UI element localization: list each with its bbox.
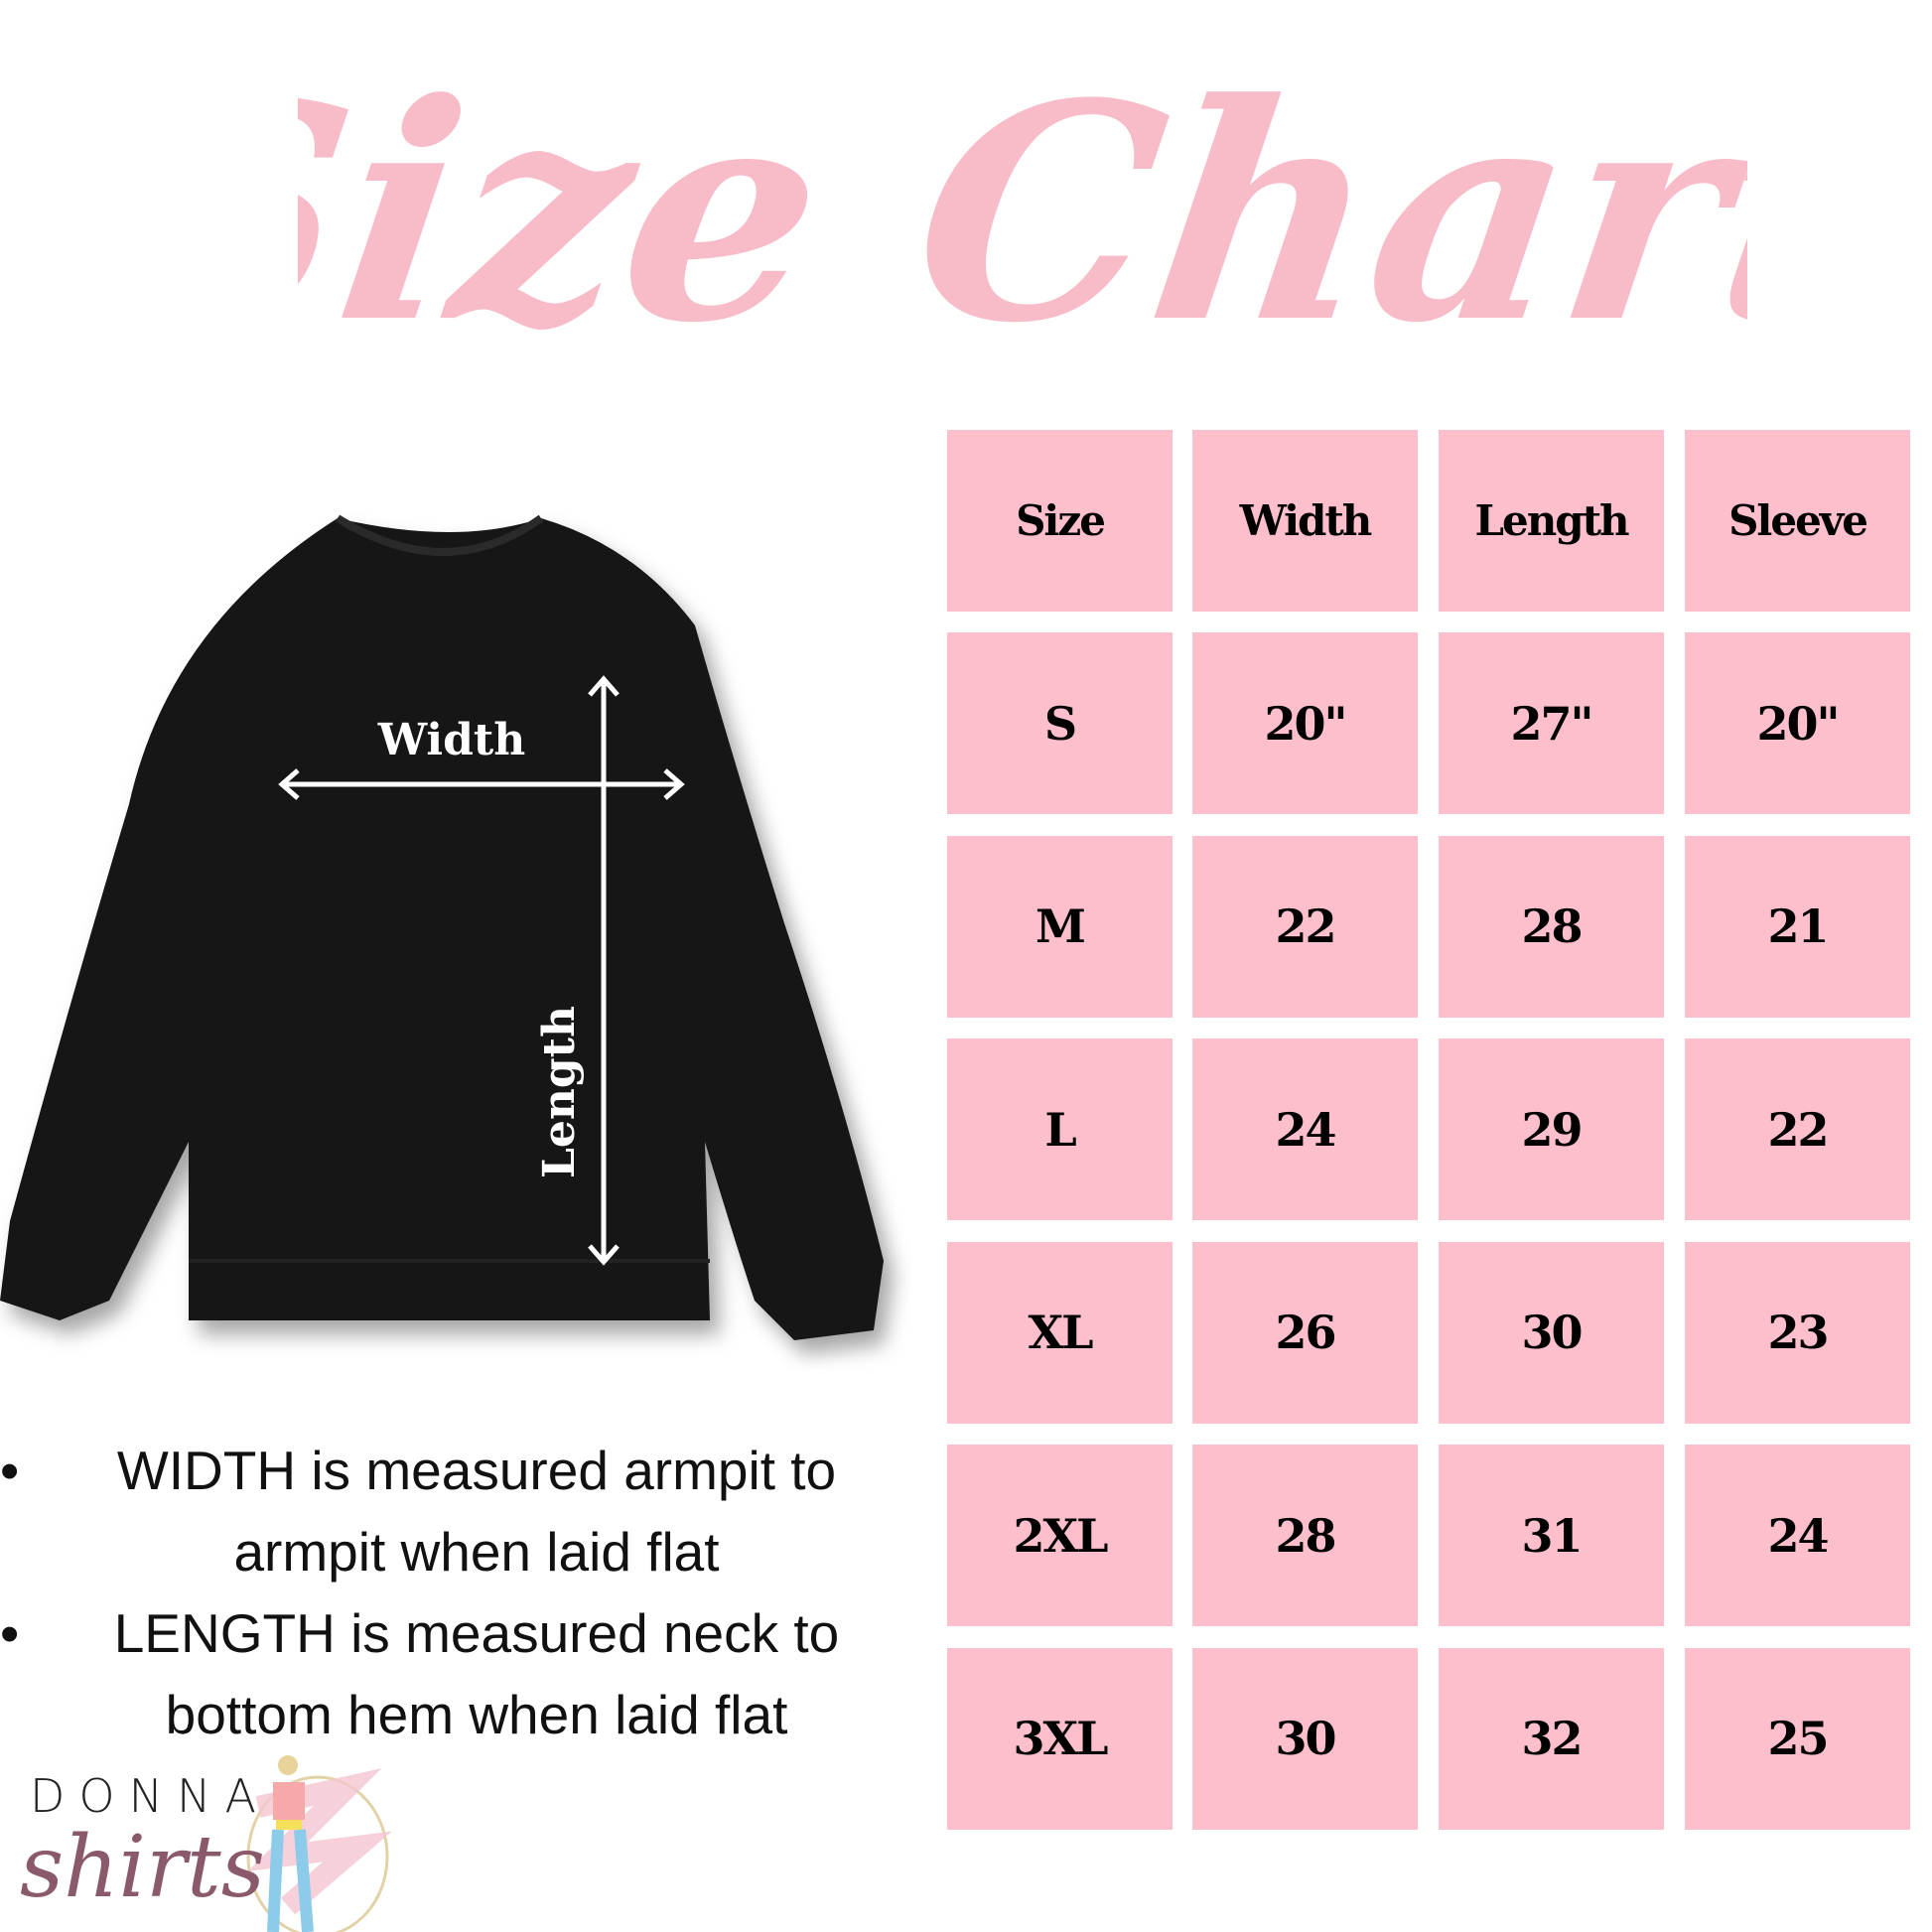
- header-width: Width: [1192, 430, 1418, 612]
- donna-shirts-logo: DONNA shirts: [20, 1755, 392, 1932]
- cell-width: 30: [1192, 1647, 1418, 1830]
- cell-width: 24: [1192, 1038, 1418, 1220]
- cell-width: 26: [1192, 1241, 1418, 1424]
- cell-width: 20": [1192, 632, 1418, 814]
- cell-width: 22: [1192, 835, 1418, 1018]
- cell-length: 29: [1439, 1038, 1664, 1220]
- cell-sleeve: 22: [1685, 1038, 1910, 1220]
- cell-size: L: [947, 1038, 1173, 1220]
- logo-line1: DONNA: [30, 1769, 270, 1823]
- note-width: WIDTH is measured armpit to armpit when …: [0, 1430, 894, 1592]
- cell-size: 3XL: [947, 1647, 1173, 1830]
- note-length: LENGTH is measured neck to bottom hem wh…: [0, 1592, 894, 1755]
- sweatshirt-body: [0, 518, 884, 1340]
- title-text: Size Chart: [298, 39, 1747, 388]
- header-sleeve: Sleeve: [1685, 430, 1910, 612]
- cell-length: 31: [1439, 1445, 1664, 1626]
- cell-sleeve: 23: [1685, 1241, 1910, 1424]
- length-label: Length: [534, 1006, 585, 1178]
- cell-size: 2XL: [947, 1445, 1173, 1626]
- measurement-notes: WIDTH is measured armpit to armpit when …: [0, 1430, 894, 1755]
- cell-length: 28: [1439, 835, 1664, 1018]
- cell-sleeve: 20": [1685, 632, 1910, 814]
- page-title: Size Chart: [298, 39, 1747, 388]
- cell-length: 30: [1439, 1241, 1664, 1424]
- cell-sleeve: 24: [1685, 1445, 1910, 1626]
- cell-size: M: [947, 835, 1173, 1018]
- cell-width: 28: [1192, 1445, 1418, 1626]
- cell-sleeve: 25: [1685, 1647, 1910, 1830]
- cell-length: 32: [1439, 1647, 1664, 1830]
- logo-line2: shirts: [20, 1818, 265, 1917]
- header-length: Length: [1439, 430, 1664, 612]
- sweatshirt-image: Width Length: [0, 514, 884, 1340]
- cell-size: S: [947, 632, 1173, 814]
- cell-size: XL: [947, 1241, 1173, 1424]
- width-label: Width: [377, 715, 525, 765]
- header-size: Size: [947, 430, 1173, 612]
- cell-sleeve: 21: [1685, 835, 1910, 1018]
- cell-length: 27": [1439, 632, 1664, 814]
